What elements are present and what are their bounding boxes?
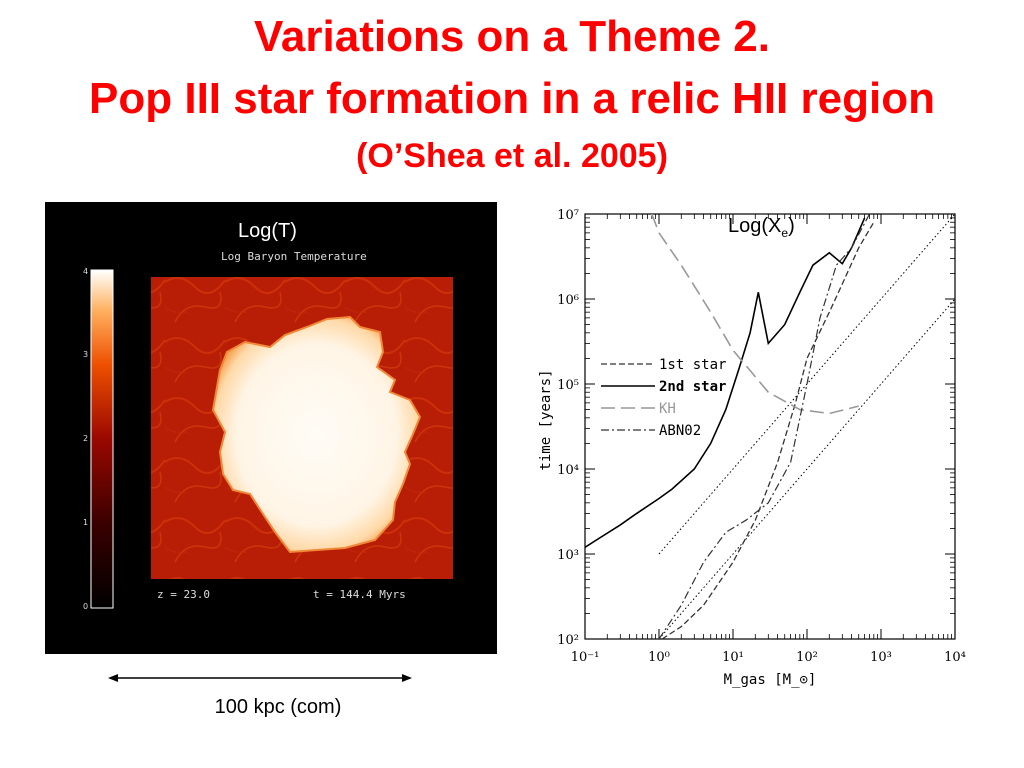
legend-label: ABN02 — [659, 423, 701, 439]
y-tick-label: 10⁵ — [557, 378, 579, 393]
x-axis-label: M_gas [M_⊙] — [724, 672, 817, 688]
x-tick-label: 10⁻¹ — [571, 650, 600, 665]
log-xe-prefix: Log(X — [728, 215, 782, 237]
x-tick-label: 10² — [796, 650, 818, 665]
x-tick-label: 10⁴ — [944, 650, 966, 665]
hot-ionized-region — [211, 315, 422, 554]
series-2nd-star — [585, 217, 866, 548]
simulation-temperature-panel: 4 3 2 1 0 Log(T) Log Baryon Temperature … — [45, 202, 497, 654]
log-xe-subscript: e — [781, 226, 789, 240]
legend-label: 1st star — [659, 357, 726, 373]
colorbar-tick-3: 3 — [83, 350, 89, 359]
plot-frame — [584, 213, 956, 640]
colorbar-tick-1: 1 — [83, 518, 89, 527]
redshift-label: z = 23.0 — [157, 588, 210, 601]
slide-title-line1: Variations on a Theme 2. — [254, 12, 770, 61]
y-axis-label: time [years] — [538, 369, 554, 470]
x-tick-label: 10³ — [870, 650, 892, 665]
timescale-chart: 10⁻¹ 10⁰ 10¹ 10² 10³ 10⁴ 10² 10³ 10⁴ 10⁵ 10⁶ 10⁷ 1s… — [538, 208, 966, 688]
scale-bar-arrow — [108, 674, 412, 682]
colorbar — [90, 269, 114, 609]
slide-title-line2: Pop III star formation in a relic HII re… — [89, 74, 935, 123]
scale-bar-label: 100 kpc (com) — [214, 696, 342, 718]
colorbar-tick-0: 0 — [83, 602, 89, 611]
series-1st-star — [661, 221, 875, 639]
y-tick-label: 10² — [557, 633, 579, 648]
simulation-image — [90, 269, 453, 609]
x-tick-label: 10⁰ — [648, 650, 670, 665]
x-tick-label: 10¹ — [722, 650, 744, 665]
legend-label: KH — [659, 401, 676, 417]
y-tick-label: 10⁶ — [557, 293, 579, 308]
y-tick-label: 10⁷ — [557, 208, 579, 223]
colorbar-tick-4: 4 — [83, 267, 89, 276]
log-xe-suffix: ) — [788, 215, 795, 237]
series-abn02 — [658, 214, 871, 639]
time-label: t = 144.4 Myrs — [313, 588, 406, 601]
legend-label: 2nd star — [659, 379, 726, 395]
series-kh — [651, 214, 859, 415]
reference-line-2 — [658, 298, 955, 639]
slide-citation: (O’Shea et al. 2005) — [356, 137, 668, 175]
simulation-subtitle: Log Baryon Temperature — [221, 250, 367, 263]
y-tick-label: 10⁴ — [557, 463, 579, 478]
log-electron-fraction-label: Log(Xe) — [728, 215, 795, 240]
y-tick-label: 10³ — [557, 548, 579, 563]
log-temperature-label: Log(T) — [238, 220, 297, 242]
colorbar-tick-2: 2 — [83, 434, 89, 443]
